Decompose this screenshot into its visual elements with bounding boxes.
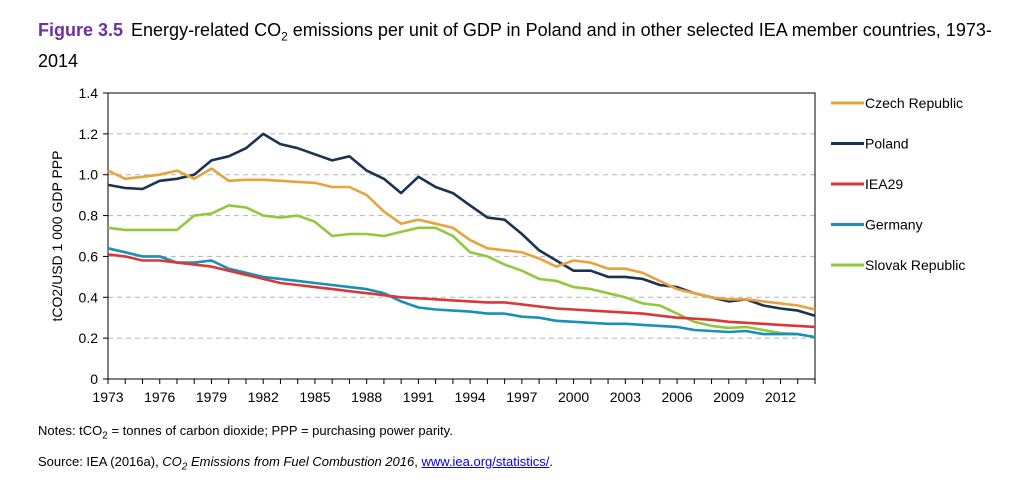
x-tick-label-4: 1985: [299, 389, 330, 405]
title-text-2: emissions per unit of GDP in Poland and …: [38, 20, 992, 71]
x-tick-label-7: 1994: [455, 389, 486, 405]
gridlines: [108, 133, 815, 339]
x-tick-label-2: 1979: [196, 389, 227, 405]
y-tick-label-2: 0.4: [79, 289, 99, 305]
source-title-post: Emissions from Fuel Combustion 2016: [187, 453, 415, 469]
y-tick-label-5: 1.0: [79, 167, 99, 183]
notes-line: Notes: tCO2 = tonnes of carbon dioxide; …: [38, 422, 553, 446]
legend-label-2: IEA29: [865, 176, 903, 192]
source-title-sub: 2: [181, 461, 188, 473]
x-tick-label-8: 1997: [506, 389, 537, 405]
series-line-germany: [107, 247, 816, 339]
y-tick-label-1: 0.2: [79, 330, 99, 346]
series-line-iea29: [107, 253, 816, 329]
title-subscript: 2: [281, 29, 288, 44]
y-tick-label-6: 1.2: [79, 126, 99, 142]
legend-label-3: Germany: [865, 217, 923, 233]
x-tick-label-5: 1988: [351, 389, 382, 405]
legend-label-1: Poland: [865, 136, 909, 152]
notes-sub: 2: [102, 430, 108, 442]
x-tick-label-10: 2003: [610, 389, 641, 405]
y-axis-ticks: 0 0.2 0.4 0.6 0.8 1.0 1.2 1.4: [79, 85, 108, 387]
legend-label-0: Czech Republic: [865, 95, 963, 111]
series-line-slovak-republic: [107, 204, 816, 339]
title-text-1: Energy-related CO: [131, 20, 282, 40]
notes-rest: = tonnes of carbon dioxide; PPP = purcha…: [107, 423, 453, 438]
x-tick-label-9: 2000: [558, 389, 589, 405]
y-tick-label-4: 0.8: [79, 208, 99, 224]
source-link[interactable]: www.iea.org/statistics/: [421, 453, 550, 469]
line-chart: 00.20.40.60.81.01.21.4 1973 1976 1979 1982 1…: [49, 85, 965, 405]
x-tick-label-12: 2009: [713, 389, 744, 405]
plot-frame: [107, 92, 816, 380]
series-lines: [107, 132, 816, 339]
y-tick-label-3: 0.6: [79, 248, 99, 264]
series-line-poland: [107, 132, 816, 317]
legend: Czech Republic Poland IEA29 Germany Slovak R…: [831, 95, 965, 273]
figure-label: Figure 3.5: [38, 20, 124, 40]
y-axis-title: tCO2/USD 1 000 GDP PPP: [49, 151, 65, 322]
x-tick-label-13: 2012: [765, 389, 796, 405]
source-sep: ,: [414, 453, 422, 469]
figure-title: Figure 3.5 Energy-related CO2 emissions p…: [38, 18, 998, 73]
x-tick-label-1: 1976: [144, 389, 175, 405]
y-tick-label-7: 1.4: [79, 85, 99, 101]
source-line: Source: IEA (2016a), CO2 Emissions from …: [38, 453, 553, 477]
series-line-czech-republic: [107, 167, 816, 311]
x-tick-label-11: 2006: [661, 389, 692, 405]
x-axis-ticks: 1973 1976 1979 1982 1985 1988 1991 1994 1997 2000…: [92, 379, 816, 405]
x-tick-label-6: 1991: [403, 389, 434, 405]
source-title-pre: CO: [162, 453, 182, 469]
y-axis-label: tCO2/USD 1 000 GDP PPP: [49, 151, 65, 322]
legend-label-4: Slovak Republic: [865, 257, 965, 273]
y-tick-label-0: 0: [90, 371, 98, 387]
source-prefix: Source: IEA (2016a),: [38, 453, 163, 469]
notes-block: Notes: tCO2 = tonnes of carbon dioxide; …: [38, 422, 553, 483]
source-end: .: [549, 453, 553, 469]
x-tick-label-3: 1982: [248, 389, 279, 405]
notes-prefix: Notes: tCO: [38, 423, 103, 438]
source-title: CO2 Emissions from Fuel Combustion 2016: [162, 453, 415, 473]
x-tick-label-0: 1973: [92, 389, 123, 405]
